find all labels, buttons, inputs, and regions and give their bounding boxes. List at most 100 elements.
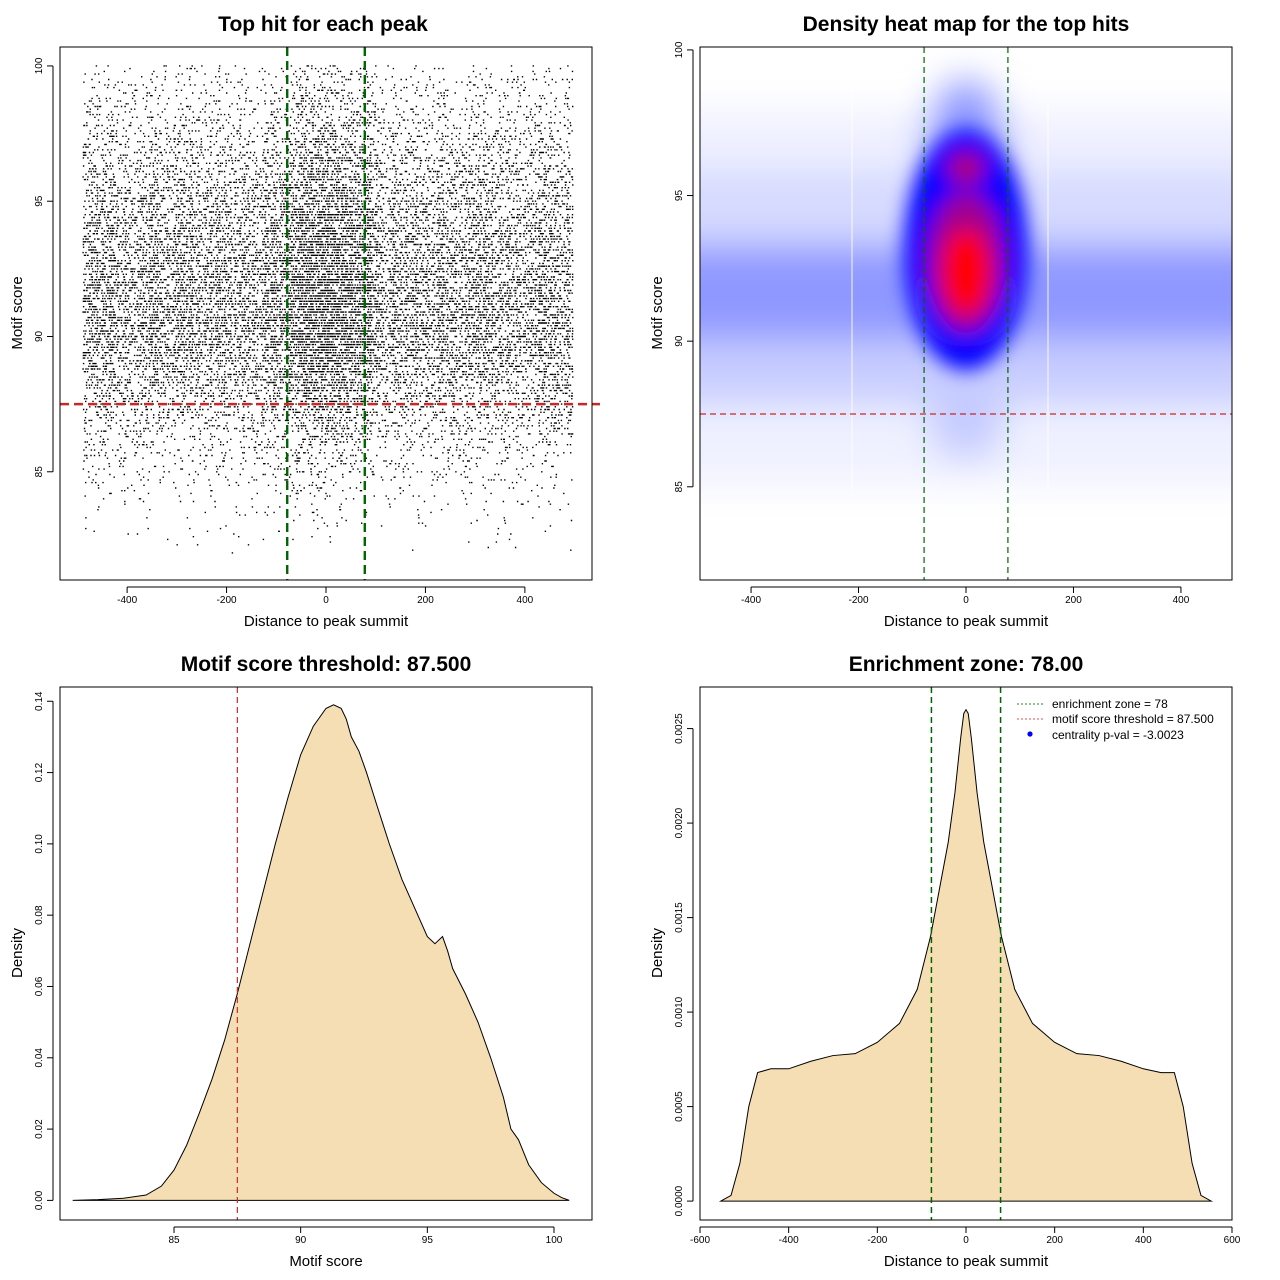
heatmap-y-label: Motif score [649,276,666,349]
scatter-point-row [83,216,573,219]
scatter-point-row [85,527,500,530]
score-density-y-tick-label: 0.02 [34,1119,45,1139]
scatter-point-row [94,203,568,205]
scatter-point-row [96,95,567,97]
scatter-point-row [88,365,573,367]
scatter-point-row [91,181,571,183]
scatter-point-row [83,335,573,338]
scatter-point-row [82,157,570,159]
scatter-point-row [97,119,569,121]
scatter-point-row [88,444,572,446]
scatter-point-row [85,517,534,519]
scatter-point-row [84,222,574,224]
scatter-point-row [92,479,573,481]
scatter-point-row [88,249,573,251]
heatmap-y-tick-label: 100 [674,41,685,58]
scatter-point-row [83,81,571,83]
scatter-point-row [86,111,561,113]
scatter-points [82,65,574,554]
scatter-point-row [124,503,570,505]
scatter-point-row [90,211,559,213]
scatter-point-row [89,108,570,110]
scatter-point-row [82,352,569,354]
scatter-point-row [83,295,568,297]
distance-density-x-label: Distance to peak summit [884,1253,1049,1270]
distance-density-legend: enrichment zone = 78 motif score thresho… [1017,697,1214,742]
scatter-point-row [87,316,574,319]
panel-scatter: Top hit for each peak -400 -200 0 200 400 85… [9,13,600,630]
scatter-point-row [97,487,555,489]
scatter-point-row [82,154,571,156]
scatter-x-tick-label: -200 [217,595,237,606]
scatter-point-row [88,162,563,164]
scatter-point-row [87,471,543,473]
heatmap-y-ticks: 85 90 95 100 [674,41,694,492]
scatter-point-row [104,84,550,86]
scatter-point-row [109,492,565,495]
scatter-point-row [84,333,574,335]
scatter-point-row [82,468,524,470]
score-density-y-ticks: 0.00 0.02 0.04 0.06 0.08 0.10 0.12 0.14 [34,691,54,1210]
heatmap-plot-frame [699,46,1233,581]
scatter-point-row [85,446,534,449]
distance-density-y-tick-label: 0.0015 [674,902,685,933]
scatter-point-row [94,149,563,151]
scatter-point-row [88,376,574,378]
scatter-point-row [167,538,511,541]
scatter-point-row [90,276,574,278]
distance-density-x-tick-label: -400 [779,1235,799,1246]
scatter-x-label: Distance to peak summit [244,613,409,630]
scatter-point-row [121,490,533,492]
scatter-point-row [83,273,574,275]
scatter-point-row [108,141,568,143]
scatter-point-row [85,192,570,194]
distance-density-y-tick-label: 0.0025 [674,713,685,744]
heatmap-x-ticks: -400 -200 0 200 400 [741,586,1190,606]
scatter-point-row [89,346,573,348]
distance-density-x-tick-label: 200 [1046,1235,1063,1246]
scatter-point-row [82,368,574,370]
scatter-y-tick-label: 85 [34,466,45,478]
scatter-point-row [85,381,569,384]
scatter-point-row [97,509,561,511]
scatter-point-row [83,343,572,346]
heatmap-x-tick-label: 400 [1173,595,1190,606]
scatter-point-row [96,414,572,416]
score-density-y-tick-label: 0.06 [34,976,45,996]
heatmap-column-bottom [928,380,1004,460]
scatter-point-row [89,168,573,170]
distance-density-y-tick-label: 0.0000 [674,1185,685,1216]
score-density-x-ticks: 85 90 95 100 [168,1226,563,1246]
scatter-point-row [82,297,569,300]
scatter-x-tick-label: -400 [117,595,137,606]
scatter-point-row [83,449,529,451]
legend-enrichment-zone: enrichment zone = 78 [1052,697,1168,711]
scatter-point-row [95,473,558,476]
scatter-point-row [98,452,572,454]
distance-density-x-tick-label: 600 [1224,1235,1241,1246]
scatter-point-row [83,124,572,127]
scatter-point-row [86,195,572,197]
scatter-point-row [82,151,570,154]
scatter-point-row [84,430,558,432]
scatter-point-row [84,325,569,327]
scatter-point-row [86,433,574,435]
distance-density-title: Enrichment zone: 78.00 [849,653,1084,676]
heatmap-x-label: Distance to peak summit [884,613,1049,630]
scatter-y-label: Motif score [9,276,26,349]
heatmap-x-tick-label: 0 [963,595,969,606]
scatter-point-row [91,314,571,316]
distance-density-x-tick-label: 0 [963,1235,969,1246]
scatter-point-row [85,189,569,192]
heatmap-hot-spot-upper [948,152,984,184]
scatter-y-tick-label: 100 [34,57,45,74]
scatter-point-row [85,308,574,311]
scatter-x-tick-label: 200 [417,595,434,606]
scatter-reference-lines [60,47,600,580]
scatter-point-row [86,457,523,459]
scatter-point-row [87,233,571,235]
scatter-point-row [85,173,571,175]
scatter-point-row [93,187,570,189]
scatter-point-row [87,138,562,140]
